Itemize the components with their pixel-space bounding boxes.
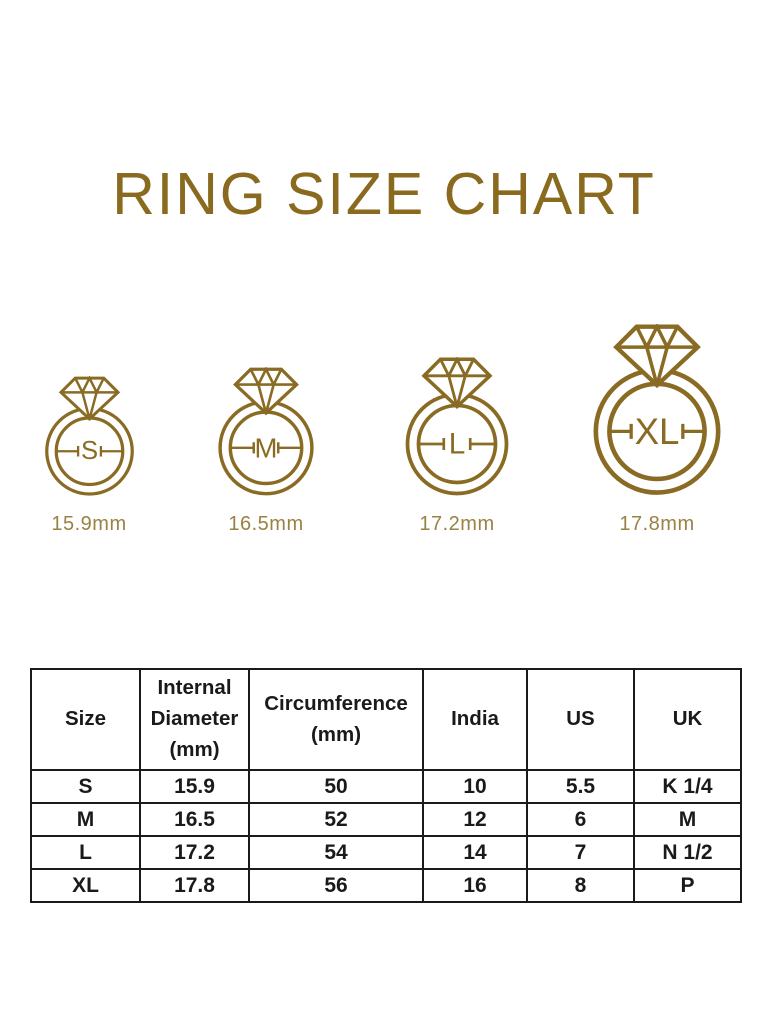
ring-diameter-label: 17.2mm [419,513,495,535]
diamond-icon [613,324,701,389]
table-cell: 16.5 [139,802,250,837]
ring-group-s: S 15.9mm [0,376,179,536]
column-header-uk: UK [633,668,742,771]
table-cell: 56 [248,868,424,903]
diameter-line [419,437,495,451]
table-cell: 52 [248,802,424,837]
page-title: RING SIZE CHART [112,161,656,227]
ring-icon-l: L [405,357,509,496]
table-cell: M [633,802,742,837]
table-cell: 8 [526,868,635,903]
column-header-circumference: Circumference (mm) [248,668,424,771]
ring-icon-s: S [44,376,134,496]
table-header-row: Size Internal Diameter (mm) Circumferenc… [30,668,742,771]
table-cell: P [633,868,742,903]
diameter-line [610,423,704,439]
diamond-icon [58,376,120,422]
ring-group-m: M 16.5mm [176,367,356,536]
table-cell: 16 [422,868,528,903]
diameter-line [231,442,301,454]
table-row-l: L 17.2 54 14 7 N 1/2 [30,835,742,870]
column-header-internal-diameter: Internal Diameter (mm) [139,668,250,771]
column-header-us: US [526,668,635,771]
table-cell: 10 [422,769,528,804]
table-row-s: S 15.9 50 10 5.5 K 1/4 [30,769,742,804]
table-cell: 50 [248,769,424,804]
table-row-xl: XL 17.8 56 16 8 P [30,868,742,903]
table-cell: 17.2 [139,835,250,870]
table-cell: L [30,835,141,870]
diameter-line [56,446,122,457]
ring-group-l: L 17.2mm [367,357,547,536]
table-cell: 5.5 [526,769,635,804]
table-cell: N 1/2 [633,835,742,870]
ring-size-table: Size Internal Diameter (mm) Circumferenc… [30,668,742,903]
table-row-m: M 16.5 52 12 6 M [30,802,742,837]
table-cell: 54 [248,835,424,870]
table-cell: 7 [526,835,635,870]
ring-icon-xl: XL [593,324,721,495]
ring-diameter-label: 16.5mm [228,513,304,535]
table-cell: 6 [526,802,635,837]
column-header-size: Size [30,668,141,771]
table-cell: XL [30,868,141,903]
ring-icons-row: S 15.9mm M 16.5mm [0,296,768,536]
ring-diameter-label: 15.9mm [51,513,127,535]
ring-size-letter: M [255,432,278,463]
diamond-icon [233,367,299,416]
table-cell: M [30,802,141,837]
table-cell: 15.9 [139,769,250,804]
ring-group-xl: XL 17.8mm [567,324,747,536]
table-cell: K 1/4 [633,769,742,804]
ring-diameter-label: 17.8mm [619,513,695,535]
ring-icon-m: M [218,367,314,496]
column-header-india: India [422,668,528,771]
table-cell: S [30,769,141,804]
ring-size-letter: S [80,437,97,465]
table-cell: 14 [422,835,528,870]
ring-size-letter: L [449,428,466,461]
ring-size-letter: XL [635,411,680,452]
table-cell: 12 [422,802,528,837]
diamond-icon [421,357,493,410]
table-cell: 17.8 [139,868,250,903]
